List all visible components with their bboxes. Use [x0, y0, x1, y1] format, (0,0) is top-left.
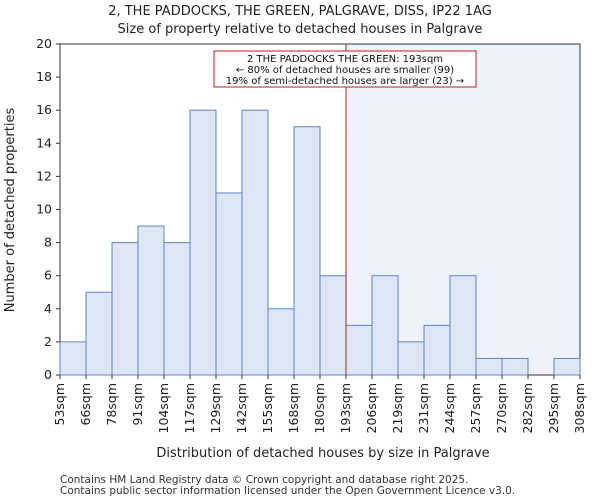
bar-193sqm — [345, 324, 373, 376]
bar-66sqm — [85, 291, 113, 376]
x-tick-label: 129sqm — [208, 383, 223, 433]
x-tick-label: 155sqm — [260, 383, 275, 433]
plot-area: 0 2 4 6 8 10 12 14 16 18 20 53sqm 66sqm 78sqm 91sqm 104… — [36, 36, 587, 433]
bar-270sqm — [501, 357, 529, 376]
x-tick-label: 206sqm — [364, 383, 379, 433]
bar-168sqm — [293, 126, 321, 376]
y-tick-label: 14 — [36, 135, 52, 150]
x-axis-label: Distribution of detached houses by size … — [156, 446, 489, 461]
annotation-box — [213, 50, 477, 88]
y-tick-label: 12 — [36, 168, 52, 183]
y-tick-label: 10 — [36, 202, 52, 217]
chart-title: 2, THE PADDOCKS, THE GREEN, PALGRAVE, DI… — [108, 4, 492, 19]
x-tick-label: 78sqm — [104, 383, 119, 426]
y-tick-label: 20 — [36, 36, 52, 51]
bar-295sqm — [553, 357, 581, 376]
x-tick-label: 219sqm — [390, 383, 405, 433]
y-tick-label: 4 — [44, 301, 52, 316]
bar-219sqm — [397, 341, 425, 376]
x-tick-label: 270sqm — [494, 383, 509, 433]
y-tick-label: 0 — [44, 367, 52, 382]
y-tick-label: 18 — [36, 69, 52, 84]
x-tick-label: 244sqm — [442, 383, 457, 433]
bar-117sqm — [189, 109, 217, 376]
bar-206sqm — [371, 275, 399, 376]
bar-142sqm — [241, 109, 269, 376]
bar-91sqm — [137, 225, 165, 376]
annotation-line-1: 2 THE PADDOCKS THE GREEN: 193sqm — [247, 54, 443, 65]
x-tick-label: 257sqm — [468, 383, 483, 433]
y-tick-label: 8 — [44, 235, 52, 250]
x-tick-label: 66sqm — [78, 383, 93, 426]
footer-line-1: Contains HM Land Registry data © Crown c… — [60, 474, 468, 486]
annotation-line-2: ← 80% of detached houses are smaller (99… — [236, 65, 454, 76]
bar-257sqm — [475, 357, 503, 376]
x-tick-label: 142sqm — [234, 383, 249, 433]
x-tick-label: 117sqm — [182, 383, 197, 433]
x-tick-label: 104sqm — [156, 383, 171, 433]
bar-53sqm — [59, 341, 87, 376]
x-tick-label: 53sqm — [52, 383, 67, 426]
y-tick-label: 6 — [44, 268, 52, 283]
bar-244sqm — [449, 275, 477, 376]
x-tick-label: 91sqm — [130, 383, 145, 426]
x-tick-label: 308sqm — [572, 383, 587, 433]
bar-231sqm — [423, 324, 451, 376]
y-axis-label: Number of detached properties — [3, 108, 18, 313]
x-tick-label: 231sqm — [416, 383, 431, 433]
x-tick-label: 180sqm — [312, 383, 327, 433]
chart-subtitle: Size of property relative to detached ho… — [118, 22, 483, 37]
x-tick-label: 282sqm — [520, 383, 535, 433]
bar-129sqm — [215, 192, 243, 376]
annotation-line-3: 19% of semi-detached houses are larger (… — [226, 76, 464, 87]
bar-78sqm — [111, 242, 139, 376]
x-tick-label: 193sqm — [338, 383, 353, 433]
x-tick-label: 168sqm — [286, 383, 301, 433]
y-tick-label: 2 — [44, 334, 52, 349]
y-tick-label: 16 — [36, 102, 52, 117]
x-tick-label: 295sqm — [546, 383, 561, 433]
bar-180sqm — [319, 275, 347, 376]
bar-155sqm — [267, 308, 295, 376]
footer-line-2: Contains public sector information licen… — [60, 485, 515, 497]
bar-104sqm — [163, 242, 191, 376]
